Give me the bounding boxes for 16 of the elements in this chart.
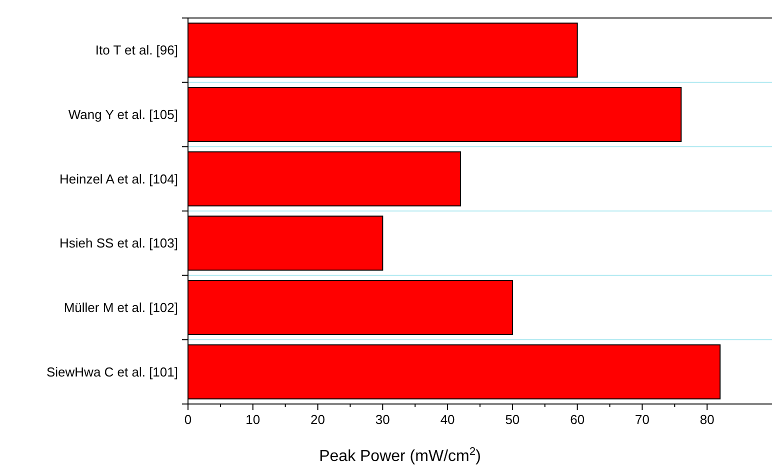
x-tick-label: 20 — [310, 412, 326, 427]
x-tick-label: 10 — [246, 412, 260, 427]
x-tick-label: 70 — [634, 412, 650, 427]
x-tick-label: 30 — [375, 412, 390, 427]
x-tick-label: 40 — [440, 412, 455, 427]
x-tick-label: 0 — [184, 412, 192, 427]
y-tick-label: SiewHwa C et al. [101] — [46, 364, 178, 380]
x-tick-label: 60 — [570, 412, 585, 427]
y-tick-label: Wang Y et al. [105] — [68, 107, 178, 122]
x-axis-title: Peak Power (mW/cm$^{2}$) — [319, 446, 481, 465]
y-tick-label: Ito T et al. [96] — [95, 42, 178, 58]
y-tick-label: Müller M et al. [102] — [64, 300, 178, 316]
x-tick-label: 80 — [700, 412, 714, 427]
x-tick-label: 50 — [505, 412, 520, 427]
y-tick-label: Heinzel A et al. [104] — [59, 171, 178, 186]
y-tick-label: Hsieh SS et al. [103] — [59, 236, 178, 251]
